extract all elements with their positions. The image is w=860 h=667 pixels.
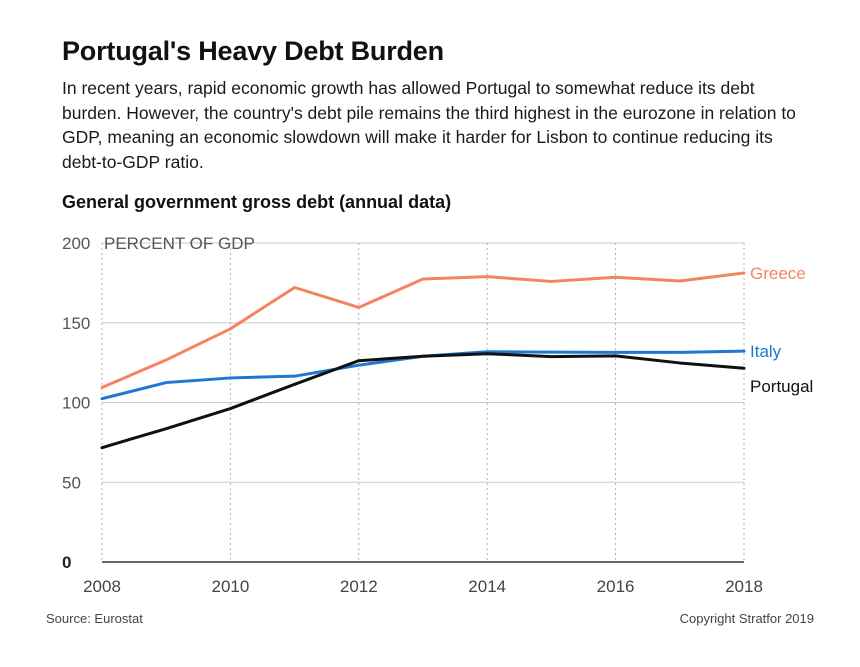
y-tick-label: 100 (62, 394, 90, 413)
series-label-italy: Italy (750, 342, 782, 361)
series-label-portugal: Portugal (750, 377, 813, 396)
chart-description: In recent years, rapid economic growth h… (62, 78, 796, 172)
x-tick-label: 2014 (468, 577, 506, 596)
series-line-greece (100, 271, 746, 390)
series-label-greece: Greece (750, 264, 806, 283)
x-tick-label: 2018 (725, 577, 763, 596)
source-note: Source: Eurostat (46, 611, 143, 626)
y-tick-label: 150 (62, 314, 90, 333)
y-tick-label: 200 (62, 234, 90, 253)
x-tick-label: 2008 (83, 577, 121, 596)
y-axis-label: PERCENT OF GDP (104, 234, 255, 253)
copyright-note: Copyright Stratfor 2019 (679, 611, 814, 626)
chart-title: Portugal's Heavy Debt Burden (62, 36, 444, 66)
y-tick-label: 50 (62, 473, 81, 492)
x-tick-label: 2012 (340, 577, 378, 596)
x-tick-label: 2016 (597, 577, 635, 596)
series-line-portugal (100, 352, 746, 450)
x-tick-label: 2010 (211, 577, 249, 596)
y-tick-label: 0 (62, 553, 71, 572)
chart-subtitle: General government gross debt (annual da… (62, 192, 452, 212)
